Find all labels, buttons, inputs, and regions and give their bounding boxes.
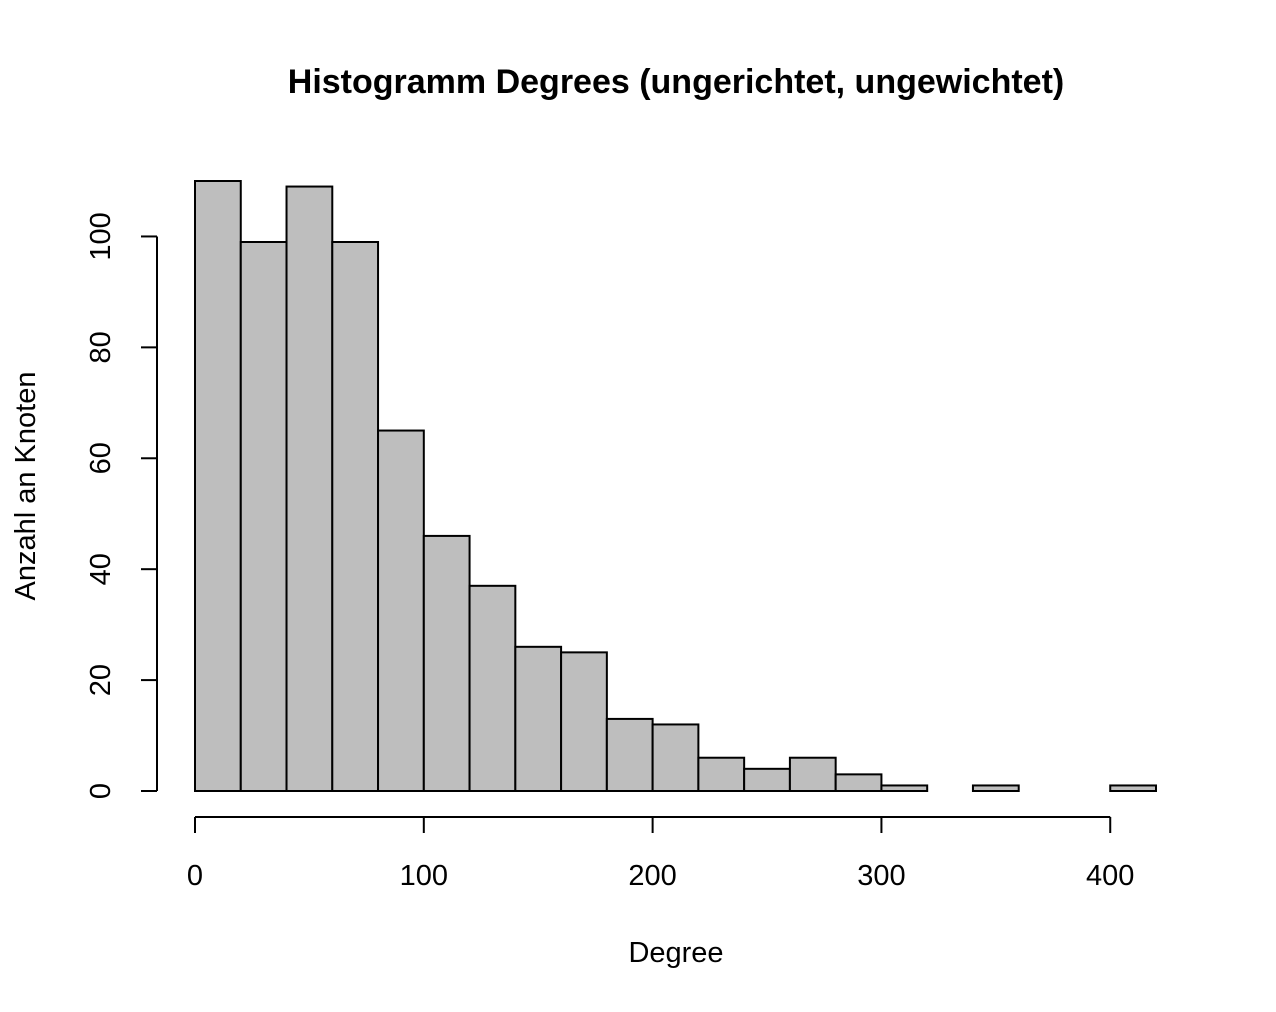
y-tick-label: 20 [85, 664, 117, 696]
histogram-bar [239, 241, 288, 792]
y-tick-label: 100 [85, 212, 117, 260]
histogram-bar [880, 784, 929, 792]
histogram-bar [377, 429, 425, 792]
x-tick-label: 400 [1086, 860, 1134, 892]
histogram-bar [514, 645, 563, 792]
x-tick-label: 200 [628, 860, 676, 892]
histogram-bar [834, 773, 883, 793]
x-tick-label: 0 [187, 860, 203, 892]
histogram-bar [971, 784, 1020, 792]
histogram-bar [468, 584, 517, 792]
x-axis-label: Degree [628, 937, 723, 969]
y-tick-label: 60 [85, 442, 117, 474]
y-tick-label: 40 [85, 553, 117, 585]
y-tick-label: 0 [85, 783, 117, 799]
bars-group [194, 180, 1157, 793]
histogram-bar [1109, 784, 1157, 792]
histogram-bar [743, 767, 791, 792]
histogram-bar [194, 180, 242, 792]
histogram-bar [422, 534, 471, 793]
x-tick-label: 100 [400, 860, 448, 892]
histogram-bar [331, 241, 380, 792]
y-tick-label: 80 [85, 331, 117, 363]
histogram-bar [560, 651, 608, 793]
chart-title: Histogramm Degrees (ungerichtet, ungewic… [288, 63, 1064, 101]
y-axis: 0 20 40 60 80 100 [85, 212, 158, 799]
histogram-bar [788, 756, 837, 793]
histogram-bar [285, 185, 334, 792]
x-axis: 0 100 200 300 400 [187, 816, 1134, 892]
histogram-bar [605, 717, 654, 793]
x-tick-label: 300 [857, 860, 905, 892]
histogram-bar [697, 756, 746, 793]
y-axis-label: Anzahl an Knoten [10, 372, 42, 601]
histogram-bar [651, 723, 700, 792]
